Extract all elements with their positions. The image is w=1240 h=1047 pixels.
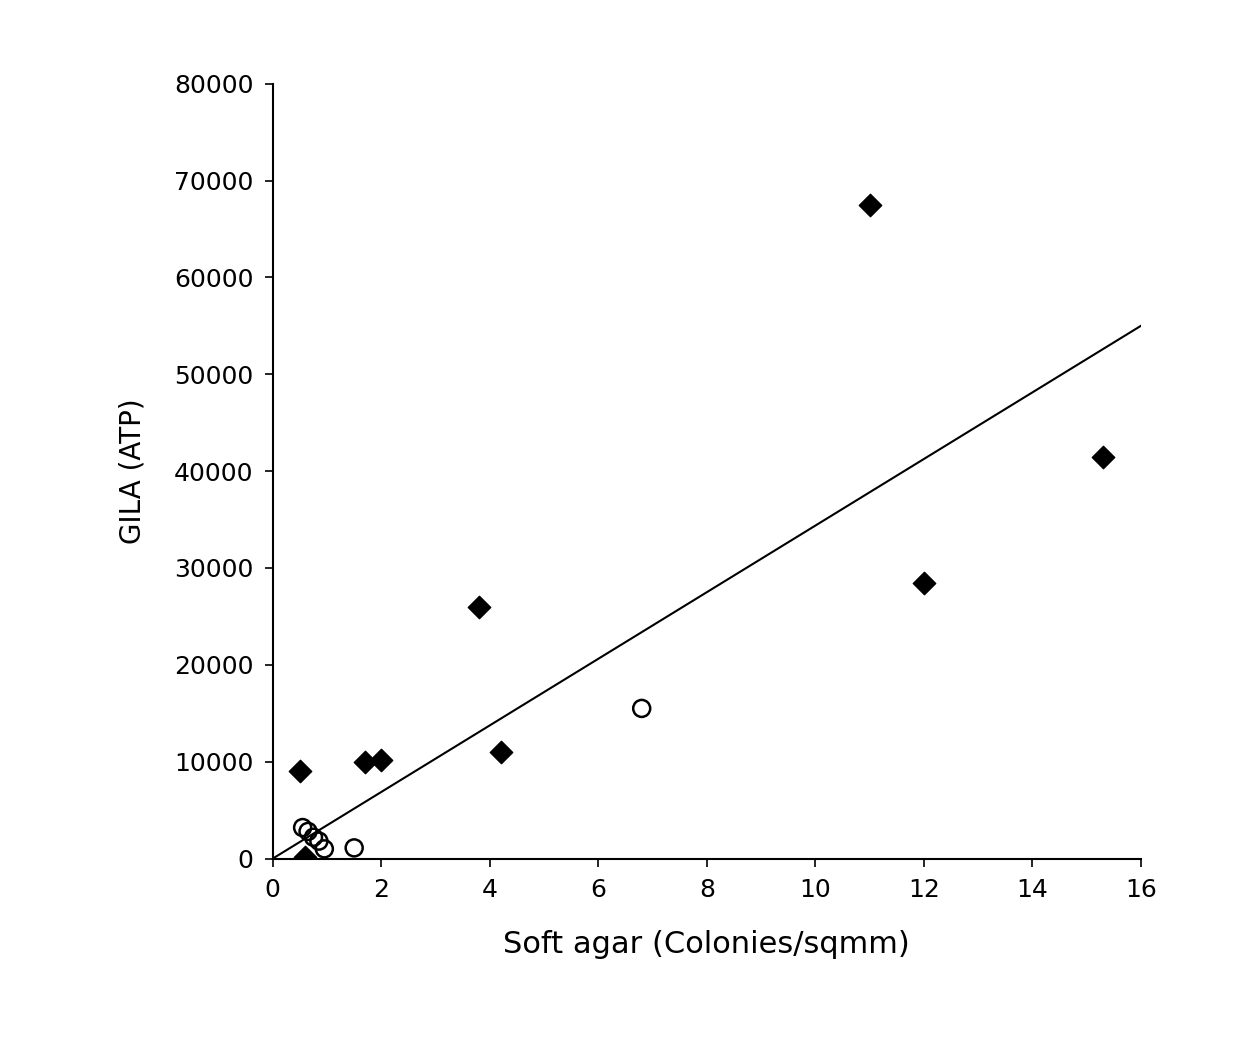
Point bbox=[1092, 448, 1112, 465]
Point bbox=[469, 598, 489, 615]
Point bbox=[355, 753, 374, 770]
Point bbox=[632, 700, 652, 717]
Point bbox=[309, 832, 329, 849]
Point bbox=[290, 763, 310, 780]
Point bbox=[304, 829, 324, 846]
Point bbox=[315, 841, 335, 857]
Point bbox=[295, 848, 315, 865]
X-axis label: Soft agar (Colonies/sqmm): Soft agar (Colonies/sqmm) bbox=[503, 930, 910, 959]
Point bbox=[345, 840, 365, 856]
Point bbox=[491, 743, 511, 760]
Point bbox=[372, 752, 392, 768]
Point bbox=[298, 823, 317, 840]
Point bbox=[859, 197, 879, 214]
Point bbox=[293, 819, 312, 836]
Y-axis label: GILA (ATP): GILA (ATP) bbox=[118, 398, 146, 544]
Point bbox=[914, 574, 934, 591]
